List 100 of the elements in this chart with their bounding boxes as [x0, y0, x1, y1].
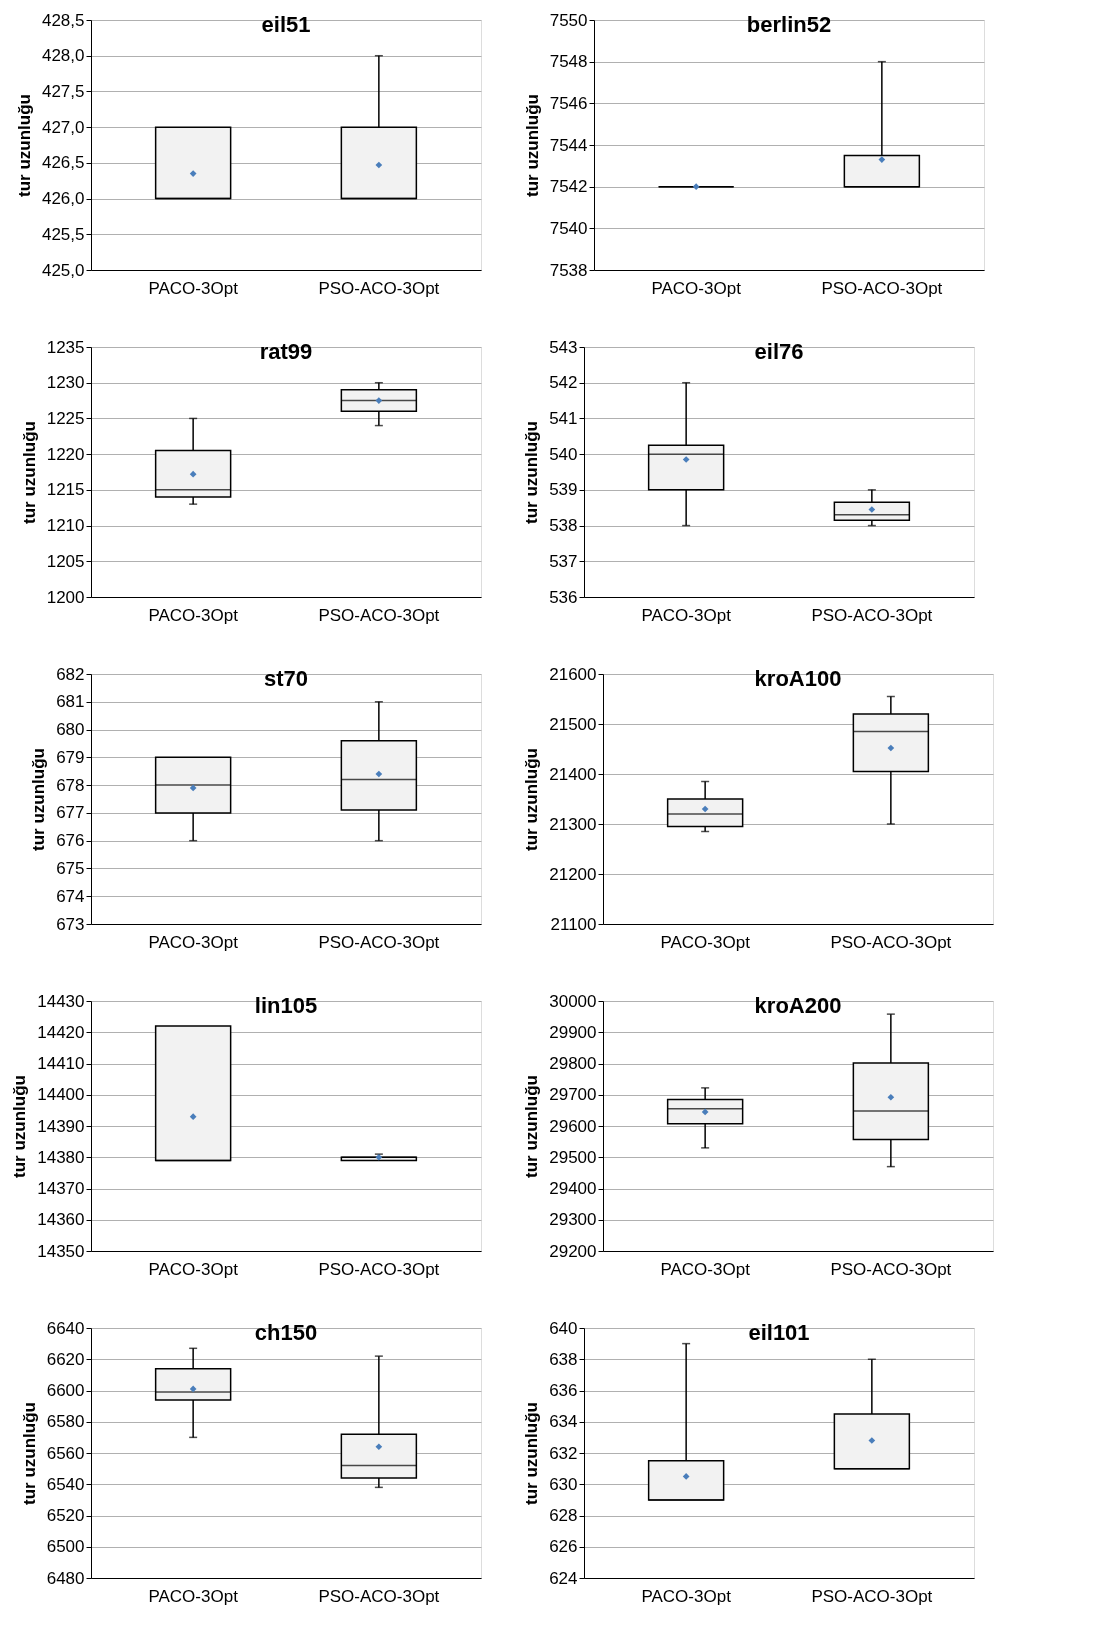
- y-tick-label: 624: [549, 1568, 578, 1588]
- y-tick-label: 427,0: [41, 117, 85, 137]
- y-tick-label: 675: [56, 858, 85, 878]
- x-tick-label: PSO-ACO-3Opt: [318, 1586, 440, 1606]
- y-tick-label: 21500: [549, 714, 597, 734]
- y-axis-title: tur uzunluğu: [10, 1075, 30, 1178]
- y-tick-label: 632: [549, 1443, 578, 1463]
- y-tick-label: 21300: [549, 814, 597, 834]
- y-tick-label: 6520: [46, 1506, 85, 1525]
- y-tick-label: 21400: [549, 764, 597, 784]
- y-tick-label: 21600: [549, 664, 597, 684]
- y-tick-label: 29500: [549, 1147, 597, 1167]
- y-tick-label: 6480: [46, 1568, 85, 1588]
- y-tick-label: 541: [549, 408, 578, 428]
- x-tick-label: PACO-3Opt: [651, 278, 742, 298]
- y-tick-label: 7542: [549, 177, 588, 197]
- y-tick-label: 428,5: [41, 10, 85, 30]
- y-tick-label: 426,0: [41, 189, 85, 209]
- y-tick-label: 6620: [46, 1349, 85, 1369]
- x-tick-label: PSO-ACO-3Opt: [318, 1259, 440, 1279]
- y-tick-label: 428,0: [41, 46, 85, 66]
- x-tick-label: PSO-ACO-3Opt: [830, 1259, 952, 1279]
- y-tick-label: 542: [549, 373, 578, 393]
- x-tick-label: PACO-3Opt: [660, 1259, 751, 1279]
- y-tick-label: 426,5: [41, 153, 85, 173]
- y-tick-label: 673: [56, 914, 85, 934]
- y-tick-label: 674: [56, 886, 85, 906]
- x-tick-label: PACO-3Opt: [660, 932, 751, 952]
- y-tick-label: 1200: [46, 587, 85, 607]
- y-tick-label: 21200: [549, 864, 597, 884]
- y-tick-label: 636: [549, 1381, 578, 1400]
- y-tick-label: 7544: [549, 135, 588, 155]
- y-tick-label: 14350: [37, 1241, 85, 1261]
- y-tick-label: 14370: [37, 1179, 85, 1198]
- x-tick-label: PSO-ACO-3Opt: [811, 605, 933, 625]
- y-axis-title: tur uzunluğu: [522, 1075, 542, 1178]
- y-tick-label: 1215: [46, 480, 85, 500]
- y-tick-label: 628: [549, 1506, 578, 1525]
- y-tick-label: 7540: [549, 218, 588, 238]
- x-tick-label: PACO-3Opt: [148, 932, 239, 952]
- x-tick-label: PSO-ACO-3Opt: [830, 932, 952, 952]
- y-tick-label: 680: [56, 720, 85, 740]
- y-axis-title: tur uzunluğu: [19, 1402, 39, 1505]
- y-tick-label: 540: [549, 444, 578, 464]
- y-tick-label: 538: [549, 516, 578, 536]
- y-tick-label: 14380: [37, 1147, 85, 1167]
- x-tick-label: PACO-3Opt: [641, 605, 732, 625]
- y-tick-label: 7538: [549, 260, 588, 280]
- y-tick-label: 14420: [37, 1022, 85, 1042]
- y-tick-label: 425,0: [41, 260, 85, 280]
- y-tick-label: 626: [549, 1537, 578, 1557]
- y-tick-label: 6580: [46, 1412, 85, 1432]
- y-tick-label: 537: [549, 551, 578, 571]
- y-axis-title: tur uzunluğu: [19, 421, 39, 524]
- chart-title: eil51: [261, 12, 311, 37]
- chart-title: lin105: [254, 993, 318, 1018]
- y-tick-label: 7548: [549, 52, 588, 72]
- y-tick-label: 29200: [549, 1241, 597, 1261]
- x-tick-label: PACO-3Opt: [148, 1586, 239, 1606]
- y-axis-title: tur uzunluğu: [522, 1402, 542, 1505]
- x-tick-label: PSO-ACO-3Opt: [811, 1586, 933, 1606]
- y-tick-label: 427,5: [41, 81, 85, 101]
- y-tick-label: 29700: [549, 1085, 597, 1105]
- y-tick-label: 677: [56, 803, 85, 823]
- x-tick-label: PACO-3Opt: [148, 278, 239, 298]
- x-tick-label: PSO-ACO-3Opt: [821, 278, 943, 298]
- y-tick-label: 1235: [46, 337, 85, 357]
- y-tick-label: 536: [549, 587, 578, 607]
- y-tick-label: 682: [56, 664, 85, 684]
- y-tick-label: 14360: [37, 1210, 85, 1230]
- y-tick-label: 14430: [37, 991, 85, 1011]
- y-tick-label: 6500: [46, 1537, 85, 1557]
- y-tick-label: 29600: [549, 1116, 597, 1136]
- chart-title: kroA100: [754, 666, 842, 691]
- x-tick-label: PACO-3Opt: [148, 605, 239, 625]
- x-tick-label: PACO-3Opt: [641, 1586, 732, 1606]
- y-axis-title: tur uzunluğu: [522, 748, 542, 851]
- y-tick-label: 7546: [549, 93, 588, 113]
- y-tick-label: 630: [549, 1474, 578, 1494]
- y-tick-label: 640: [549, 1318, 578, 1338]
- chart-title: berlin52: [746, 12, 832, 37]
- y-axis-title: tur uzunluğu: [14, 94, 34, 197]
- y-tick-label: 6640: [46, 1318, 85, 1338]
- y-tick-label: 638: [549, 1349, 578, 1369]
- x-tick-label: PSO-ACO-3Opt: [318, 932, 440, 952]
- y-tick-label: 14410: [37, 1054, 85, 1073]
- y-tick-label: 29900: [549, 1022, 597, 1042]
- y-tick-label: 1225: [46, 408, 85, 428]
- chart-title: eil76: [754, 339, 804, 364]
- y-tick-label: 539: [549, 480, 578, 500]
- x-tick-label: PACO-3Opt: [148, 1259, 239, 1279]
- y-tick-label: 1205: [46, 551, 85, 571]
- y-tick-label: 678: [56, 775, 85, 795]
- y-tick-label: 6560: [46, 1443, 85, 1463]
- y-tick-label: 1220: [46, 444, 85, 464]
- chart-title: kroA200: [754, 993, 842, 1018]
- chart-title: rat99: [259, 339, 313, 364]
- y-tick-label: 1210: [46, 516, 85, 536]
- y-tick-label: 6600: [46, 1381, 85, 1400]
- y-tick-label: 14390: [37, 1116, 85, 1136]
